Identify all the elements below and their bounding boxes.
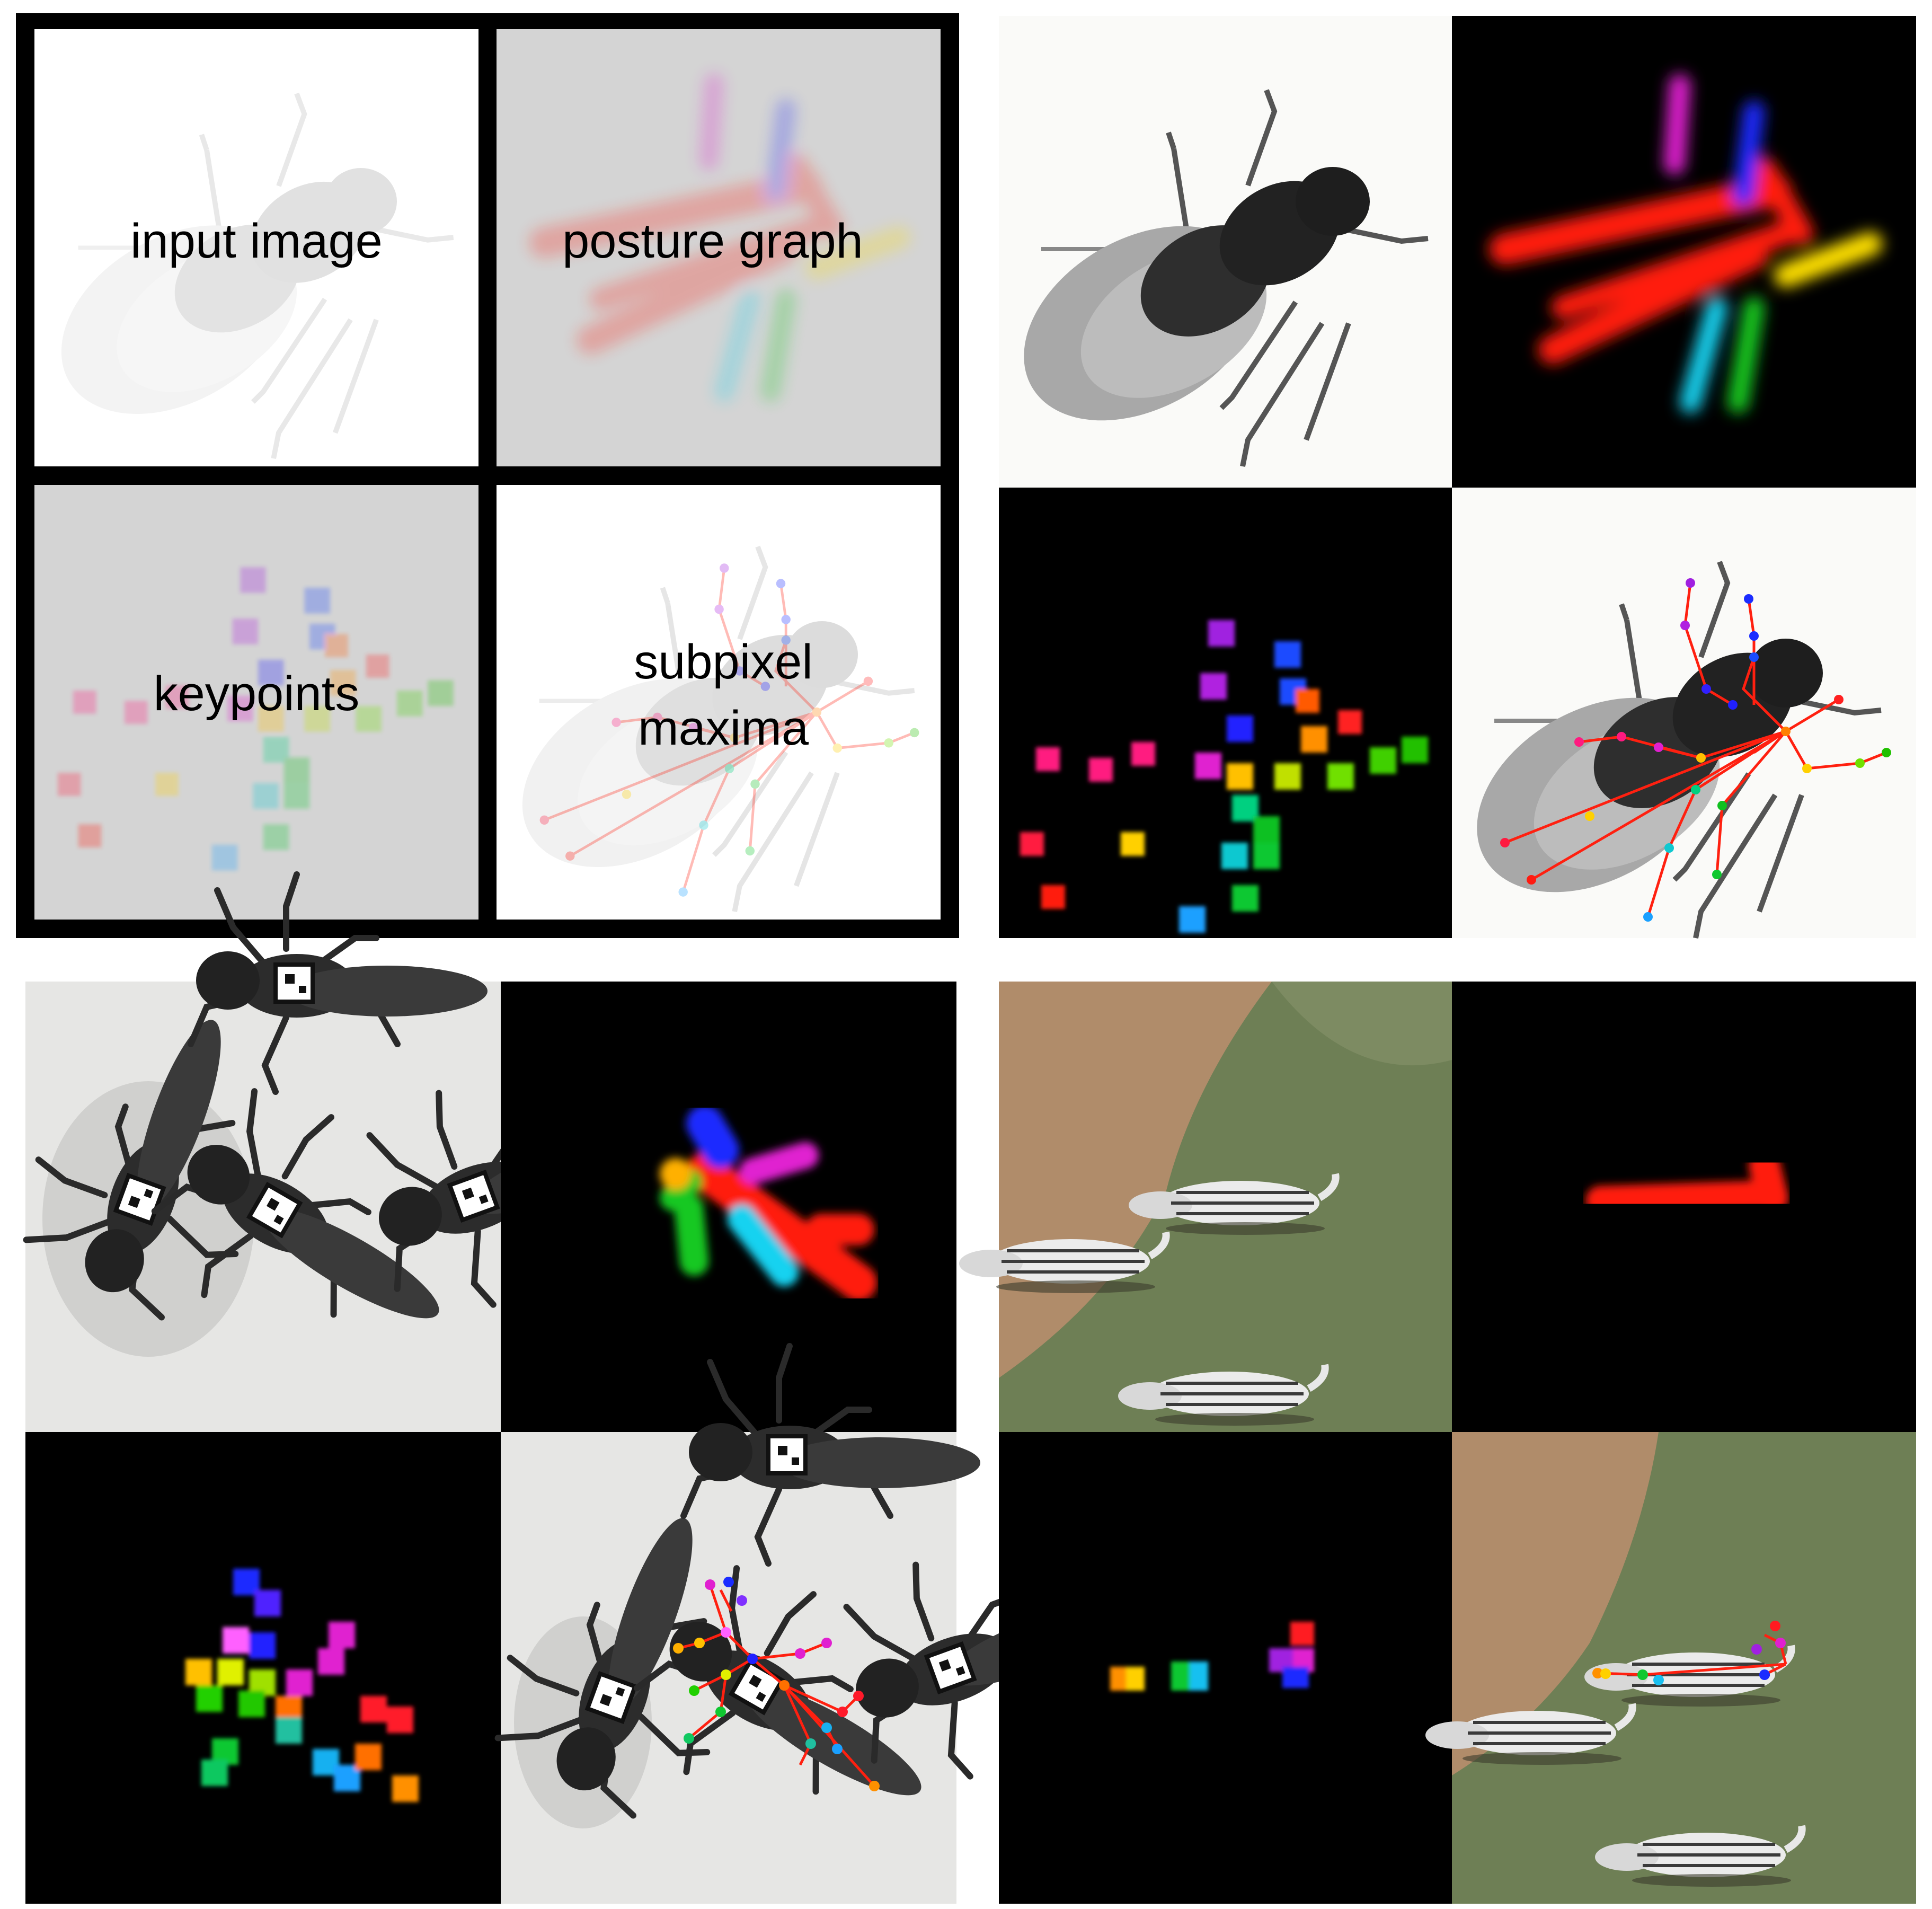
fly-example: [989, 16, 1916, 938]
legend-posture-cell: posture graph: [497, 29, 941, 466]
zebra-posture-graph: [1452, 982, 1916, 1432]
fly-posture-graph: [1452, 16, 1916, 488]
locust-subpixel-maxima: [474, 1346, 1169, 1904]
legend-maxima-line2: maxima: [638, 701, 809, 755]
zebra-example: [959, 982, 1916, 1904]
legend-input-label: input image: [130, 214, 383, 268]
locust-input-image: [2, 874, 692, 1432]
fly-keypoints: [999, 488, 1452, 938]
zebra-keypoints: [999, 1432, 1452, 1904]
zebra-subpixel-maxima: [1425, 1432, 1916, 1904]
locust-example: [2, 874, 1169, 1904]
legend-posture-label: posture graph: [562, 214, 863, 268]
legend-keypoints-cell: keypoints: [34, 485, 478, 920]
legend-maxima-line1: subpixel: [634, 635, 813, 689]
locust-keypoints: [25, 1432, 501, 1904]
locust-posture-graph: [501, 982, 956, 1432]
legend-keypoints-label: keypoints: [154, 667, 360, 721]
fly-subpixel-maxima: [1442, 488, 1916, 938]
legend-panel: input image posture graph keypoints subp…: [16, 13, 959, 938]
legend-maxima-cell: subpixel maxima: [489, 485, 941, 920]
legend-input-cell: input image: [28, 29, 478, 466]
fly-input-image: [989, 16, 1452, 488]
zebra-input-image: [959, 982, 1452, 1432]
